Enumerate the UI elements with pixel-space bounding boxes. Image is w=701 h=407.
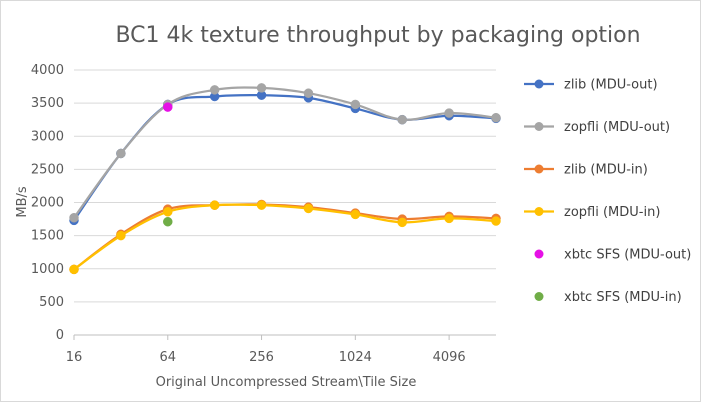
data-point [163,102,173,112]
data-point [116,230,126,241]
data-point [444,108,454,118]
data-point [491,112,501,123]
y-tick-label: 3000 [31,129,64,144]
data-point [303,203,314,214]
series-5 [163,216,173,227]
legend-label: zopfli (MDU-out) [564,120,670,135]
legend-entry: zopfli (MDU-out) [524,120,670,135]
legend-marker [534,79,544,89]
y-tick-label: 2000 [31,196,64,211]
series-line [73,203,497,271]
data-point [116,148,126,159]
data-point [163,216,173,227]
legend-label: xbtc SFS (MDU-out) [564,248,691,263]
series-3 [69,200,501,275]
legend-marker [534,164,544,174]
data-point [256,200,267,210]
y-tick-label: 3500 [31,96,64,111]
x-tick-label: 64 [160,350,177,365]
data-point [350,209,361,220]
data-point [397,217,407,228]
legend-marker [534,249,544,259]
x-tick-label: 1024 [339,350,372,365]
series-4 [163,102,173,112]
legend-label: zlib (MDU-in) [564,163,648,178]
legend-label: zopfli (MDU-in) [564,205,660,220]
chart-title: BC1 4k texture throughput by packaging o… [115,23,640,48]
legend-marker [534,122,544,131]
data-point [256,83,267,93]
data-point [350,99,361,110]
x-axis-title: Original Uncompressed Stream\Tile Size [156,375,417,390]
legend-entry: zopfli (MDU-in) [524,205,660,220]
y-tick-label: 2500 [31,162,64,177]
data-point [303,88,314,98]
legend-label: xbtc SFS (MDU-in) [564,290,682,305]
data-point [444,213,454,224]
y-tick-label: 0 [56,328,64,343]
data-point [397,114,407,125]
series-lines [69,83,501,275]
gridlines [74,69,496,336]
x-tick-label: 16 [66,350,83,365]
axes: 0 500 1000 1500 2000 2500 3000 3500 4000 16 64 256 1… [31,63,466,365]
y-tick-label: 1000 [31,262,64,277]
legend-marker [534,292,544,301]
data-point [491,216,501,226]
x-tick-label: 4096 [433,350,466,365]
legend-label: zlib (MDU-out) [564,78,658,93]
legend-entry: zlib (MDU-out) [524,78,658,93]
legend-entry: xbtc SFS (MDU-in) [534,290,682,305]
series-1 [69,83,501,223]
legend: zlib (MDU-out) zopfli (MDU-out) zlib (MDU-… [524,78,691,305]
data-point [209,85,220,95]
y-tick-label: 1500 [31,229,64,244]
data-point [209,200,220,210]
x-tick-label: 256 [249,350,274,365]
legend-marker [534,207,544,216]
data-point [69,212,79,223]
legend-entry: xbtc SFS (MDU-out) [534,248,691,263]
y-axis-title: MB/s [15,186,30,218]
legend-entry: zlib (MDU-in) [524,163,648,178]
series-line [73,86,497,219]
y-tick-label: 500 [39,295,64,310]
data-point [69,264,79,275]
y-tick-label: 4000 [31,63,64,78]
data-point [163,207,173,217]
